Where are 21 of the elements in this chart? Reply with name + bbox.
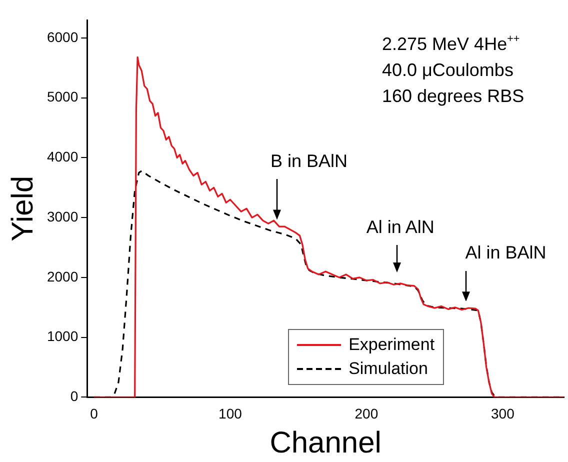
annotation: Al in BAlN [465, 242, 546, 263]
legend-label: Simulation [348, 358, 428, 380]
annotation: 40.0 μCoulombs [382, 60, 514, 80]
y-tick-label: 2000 [46, 268, 78, 284]
annotation: 2.275 MeV 4He++ [382, 32, 520, 54]
annotation: 160 degrees RBS [382, 86, 524, 106]
annotation: Al in AlN [366, 217, 434, 238]
y-axis-title: Yield [6, 176, 40, 242]
y-tick-label: 3000 [46, 208, 78, 224]
y-tick-label: 1000 [46, 328, 78, 344]
x-tick-label: 200 [354, 405, 378, 422]
y-tick-label: 4000 [46, 148, 78, 165]
annotation: B in BAlN [270, 150, 348, 171]
x-tick-label: 300 [491, 405, 515, 422]
y-tick-label: 6000 [46, 28, 78, 45]
x-tick-label: 0 [90, 405, 98, 422]
legend-label: Experiment [348, 334, 435, 356]
y-tick-label: 0 [70, 388, 78, 404]
y-tick-label: 5000 [46, 88, 78, 105]
x-axis-title: Channel [270, 426, 382, 460]
x-tick-label: 100 [218, 405, 242, 422]
